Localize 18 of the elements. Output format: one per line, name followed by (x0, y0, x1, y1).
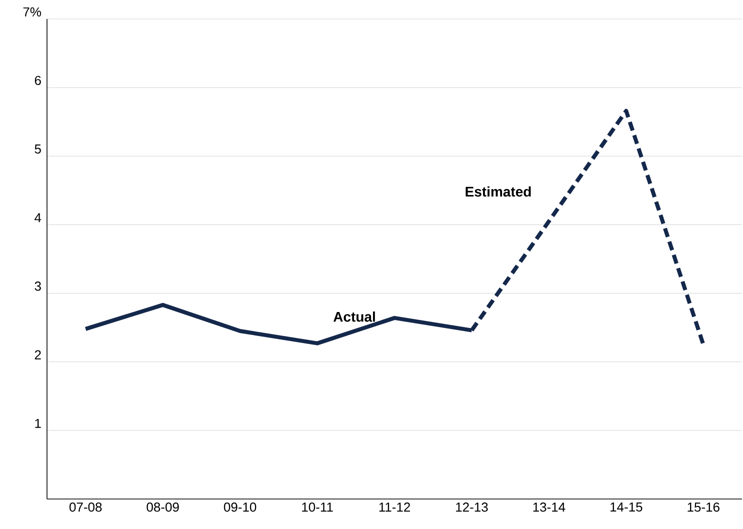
x-tick-label: 15-16 (688, 502, 720, 512)
x-tick-label: 09-10 (224, 502, 256, 512)
y-tick-label: 4 (34, 213, 42, 222)
x-tick-label: 10-11 (302, 502, 333, 512)
y-tick-label: 5 (34, 144, 41, 154)
x-tick-label: 08-09 (146, 502, 179, 512)
x-tick-label: 11-12 (379, 502, 410, 512)
series-label: Actual (333, 311, 375, 322)
x-tick-label: 14-15 (610, 502, 642, 512)
y-tick-label: 2 (34, 350, 41, 360)
x-tick-label: 12-13 (456, 502, 488, 512)
y-tick-label: 3 (34, 282, 41, 291)
text: Estimated (466, 186, 531, 197)
y-tick-label: 6 (34, 76, 41, 86)
x-tick-label: 07-08 (69, 502, 102, 512)
x-tick-label: 13-14 (533, 502, 566, 512)
y-tick-label: 7% (23, 7, 42, 16)
y-tick-label: 1 (35, 418, 41, 428)
